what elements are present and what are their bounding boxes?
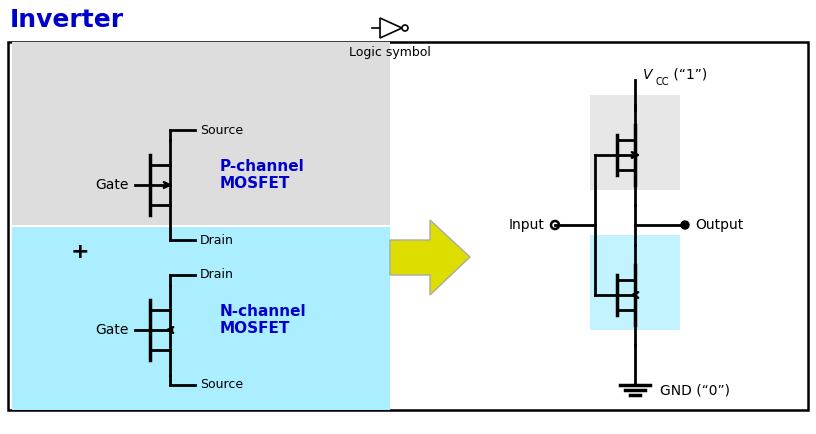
Text: Input: Input xyxy=(509,218,545,232)
Text: Source: Source xyxy=(200,378,243,391)
Bar xyxy=(12,227,390,410)
Text: Gate: Gate xyxy=(95,323,128,337)
Bar xyxy=(590,95,680,190)
Text: Drain: Drain xyxy=(200,233,234,247)
Text: Source: Source xyxy=(200,124,243,137)
Bar xyxy=(590,235,680,330)
Text: (“1”): (“1”) xyxy=(669,68,707,82)
Text: N-channel
MOSFET: N-channel MOSFET xyxy=(220,304,307,336)
Text: CC: CC xyxy=(656,77,669,87)
Text: Logic symbol: Logic symbol xyxy=(349,46,431,59)
Text: +: + xyxy=(71,242,89,262)
Bar xyxy=(8,42,808,410)
Text: Gate: Gate xyxy=(95,178,128,192)
Bar xyxy=(12,42,390,225)
Text: P-channel
MOSFET: P-channel MOSFET xyxy=(220,159,304,191)
Text: Output: Output xyxy=(695,218,743,232)
Polygon shape xyxy=(390,220,470,295)
Circle shape xyxy=(681,221,689,229)
Text: GND (“0”): GND (“0”) xyxy=(660,383,730,397)
Text: V: V xyxy=(643,68,653,82)
Text: Drain: Drain xyxy=(200,269,234,282)
Text: Inverter: Inverter xyxy=(10,8,124,32)
